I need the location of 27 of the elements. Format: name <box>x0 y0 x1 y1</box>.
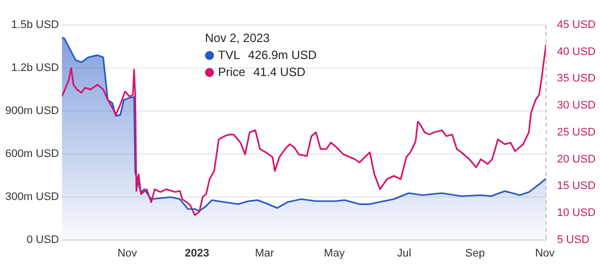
annotation: Nov 2, 2023 <box>205 30 271 47</box>
annotation: 41.4 USD <box>253 64 306 81</box>
x-tick-label: Jul <box>397 247 412 260</box>
x-tick-label: Nov <box>535 247 556 260</box>
x-tick-label: May <box>324 247 346 260</box>
y2-tick-label: 15 USD <box>557 180 596 192</box>
legend-label: Price <box>218 64 246 81</box>
y2-tick-label: 40 USD <box>557 46 596 58</box>
y2-tick-label: 45 USD <box>557 19 596 32</box>
y2-tick-label: 20 USD <box>557 153 596 166</box>
y-tick-label: 0 USD <box>26 234 60 246</box>
legend-label: TVL <box>218 47 240 64</box>
annotation: 426.9m USD <box>248 47 317 64</box>
x-tick-label: 2023 <box>184 247 210 260</box>
y-tick-label: 1.2b USD <box>11 62 60 74</box>
y2-tick-label: 5 USD <box>557 234 590 246</box>
x-tick-label: Mar <box>255 247 274 260</box>
x-tick-label: Sep <box>465 247 485 260</box>
y2-tick-label: 25 USD <box>557 126 596 138</box>
y-tick-label: 900m USD <box>5 104 60 117</box>
y-tick-label: 1.5b USD <box>11 19 60 32</box>
y2-tick-label: 35 USD <box>557 72 596 85</box>
y-tick-label: 300m USD <box>5 190 60 203</box>
y-tick-label: 600m USD <box>5 148 60 160</box>
y2-tick-label: 30 USD <box>557 100 596 112</box>
y2-tick-label: 10 USD <box>557 206 596 219</box>
x-tick-label: Nov <box>117 247 138 260</box>
